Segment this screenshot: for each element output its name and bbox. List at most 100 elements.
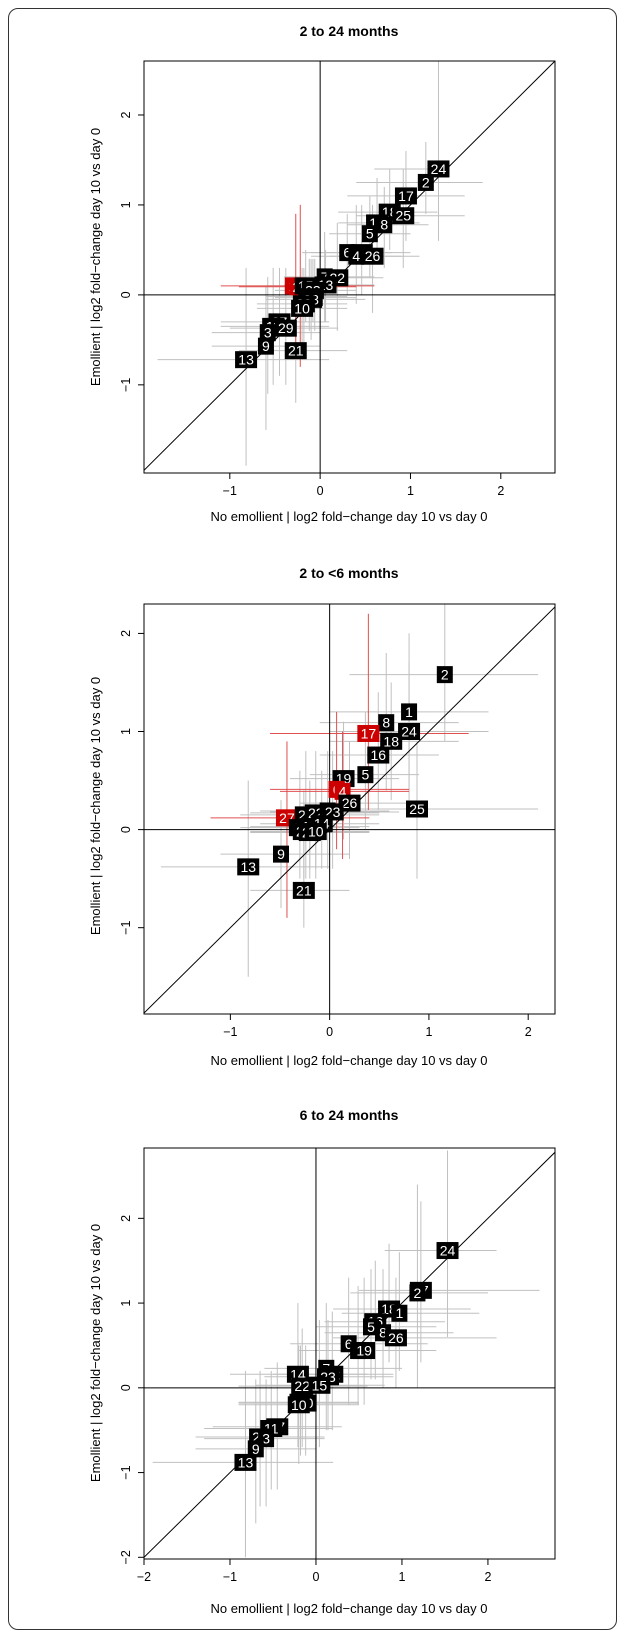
point-marker (247, 1440, 264, 1458)
y-tick-label: 2 (119, 630, 133, 637)
y-tick-label: 1 (119, 1300, 133, 1307)
point-label: 6 (345, 1336, 353, 1352)
point-label: 5 (361, 767, 369, 783)
plot-frame (143, 1147, 556, 1560)
point-label: 10 (294, 300, 310, 316)
point-label: 25 (395, 208, 411, 224)
point-marker (417, 173, 434, 191)
x-tick-label: 0 (326, 1025, 333, 1039)
data-point: 5 (361, 225, 378, 243)
point-label: 17 (361, 725, 377, 741)
point-label: 6 (343, 245, 351, 261)
data-point: 26 (384, 1329, 407, 1347)
data-point: 9 (273, 845, 289, 863)
y-axis-label: Emollient | log2 fold−change day 10 vs d… (88, 1224, 103, 1482)
point-label: 2 (422, 174, 430, 190)
point-marker (409, 1284, 426, 1302)
point-label: 21 (296, 882, 312, 898)
data-point: 4 (348, 247, 365, 265)
data-point: 26 (338, 794, 361, 812)
x-axis-label: No emollient | log2 fold−change day 10 v… (211, 509, 488, 524)
data-point: 15 (308, 1376, 331, 1394)
point-marker (259, 324, 276, 342)
x-axis-label: No emollient | log2 fold−change day 10 v… (211, 1053, 488, 1068)
data-point: 29 (274, 319, 297, 337)
data-point: 13 (237, 858, 260, 876)
x-tick-label: −1 (223, 1570, 237, 1584)
point-marker (274, 319, 297, 337)
data-point: 25 (406, 800, 429, 818)
point-label: 22 (294, 1378, 310, 1394)
data-point: 9 (257, 337, 274, 355)
plot-frame (143, 603, 556, 1015)
y-tick-label: 2 (119, 111, 133, 118)
y-tick-label: −1 (119, 1465, 133, 1479)
plot-area: 2181724181651964262527222272312151428201… (144, 604, 555, 1014)
x-tick-label: 2 (525, 1025, 532, 1039)
point-marker (291, 1377, 314, 1395)
point-label: 10 (308, 824, 324, 840)
point-marker (376, 216, 393, 234)
x-tick-label: −1 (223, 1025, 237, 1039)
point-marker (427, 160, 450, 178)
point-label: 15 (312, 1377, 328, 1393)
chart-title: 2 to <6 months (299, 565, 398, 581)
identity-line (144, 61, 555, 472)
y-axis-label: Emollient | log2 fold−change day 10 vs d… (88, 128, 103, 386)
y-tick-label: −1 (119, 378, 133, 392)
x-axis-label: No emollient | log2 fold−change day 10 v… (211, 1601, 488, 1616)
y-axis-label: Emollient | log2 fold−change day 10 vs d… (88, 677, 103, 935)
chart-title: 2 to 24 months (300, 23, 399, 39)
data-point: 24 (436, 1242, 459, 1260)
point-marker (401, 703, 418, 721)
point-label: 18 (383, 733, 399, 749)
y-tick-label: 2 (119, 1215, 133, 1222)
x-tick-label: 2 (497, 484, 504, 498)
point-label: 17 (398, 188, 414, 204)
point-label: 10 (291, 1397, 307, 1413)
point-marker (353, 1342, 376, 1360)
point-label: 29 (278, 320, 294, 336)
point-label: 26 (342, 795, 358, 811)
plot-area: 2417218116582664197141223221528201027112… (144, 1148, 555, 1559)
point-label: 3 (264, 325, 272, 341)
point-marker (362, 1318, 379, 1336)
point-marker (257, 337, 274, 355)
point-label: 5 (366, 226, 374, 242)
x-tick-label: 1 (398, 1570, 405, 1584)
y-tick-label: 0 (119, 826, 133, 833)
point-label: 9 (277, 846, 285, 862)
point-marker (304, 823, 327, 841)
data-point: 2 (436, 666, 453, 684)
point-label: 24 (440, 1243, 456, 1259)
data-point: 10 (291, 299, 314, 317)
data-point: 24 (427, 160, 450, 178)
data-point: 5 (362, 1318, 379, 1336)
data-point: 21 (284, 342, 307, 360)
data-point: 21 (292, 881, 315, 899)
point-marker (380, 732, 403, 750)
point-label: 1 (405, 704, 413, 720)
point-label: 2 (441, 667, 449, 683)
data-point: 10 (287, 1396, 310, 1414)
panel-2-to-24-months: 2 to 24 months No emollient | log2 fold−… (88, 23, 556, 524)
x-tick-label: 2 (484, 1570, 491, 1584)
point-marker (284, 342, 307, 360)
data-point: 19 (353, 1342, 376, 1360)
x-tick-label: −2 (137, 1570, 151, 1584)
point-marker (291, 299, 314, 317)
point-label: 4 (339, 783, 347, 799)
data-point: 18 (380, 732, 403, 750)
point-label: 3 (262, 1431, 270, 1447)
point-label: 24 (431, 161, 447, 177)
point-label: 13 (238, 1454, 254, 1470)
x-tick-label: −1 (223, 484, 237, 498)
x-tick-label: 1 (407, 484, 414, 498)
plot-area: 2421718251685619426722131427152312328201… (144, 61, 555, 473)
point-label: 8 (379, 1325, 387, 1341)
point-label: 1 (395, 1305, 403, 1321)
y-tick-label: 0 (119, 1384, 133, 1391)
point-marker (338, 794, 361, 812)
plot-frame (143, 60, 556, 474)
point-label: 25 (409, 801, 425, 817)
